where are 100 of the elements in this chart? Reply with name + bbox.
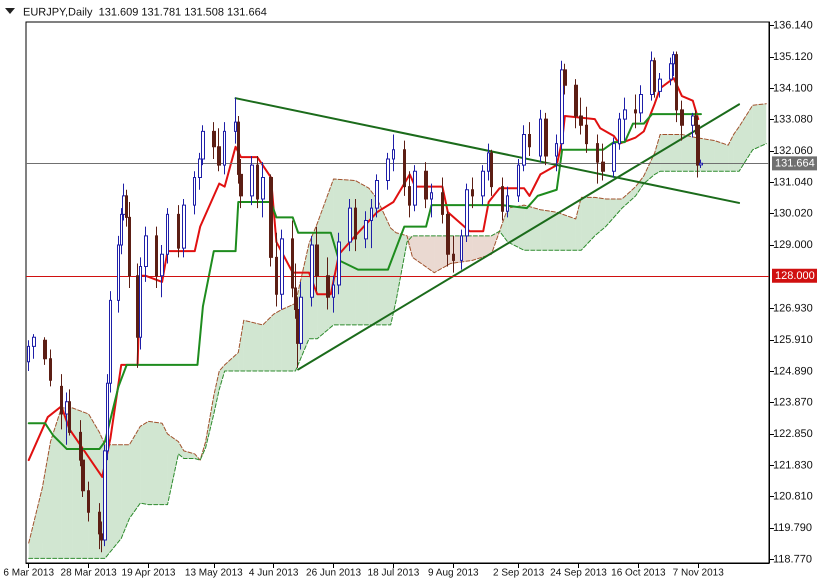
candlestick [441,176,444,224]
candlestick [460,229,463,270]
candlestick [634,94,637,129]
candlestick [65,392,69,446]
x-tick-label: 19 Apr 2013 [122,568,176,578]
candlestick [699,159,703,168]
candlestick [261,162,265,218]
candlestick [658,72,662,98]
candlestick [490,149,493,196]
candlestick [269,174,273,268]
candlestick [49,348,52,387]
candlestick [392,134,395,172]
line-series [28,113,702,450]
candlestick [555,134,558,172]
candlestick [256,155,259,209]
y-tick-label: 124.890 [773,365,813,378]
candlestick [675,50,678,123]
candlestick [234,97,237,144]
x-tick-label: 28 Mar 2013 [60,568,118,578]
candlestick [136,262,139,368]
x-tick-label: 24 Sep 2013 [550,568,608,578]
candlestick [139,256,142,350]
y-tick-label: 126.930 [773,302,813,315]
y-tick-label: 135.120 [773,51,813,64]
candlestick [315,226,319,292]
candlestick [539,109,542,163]
candlestick [98,502,101,550]
candlestick [691,112,695,138]
candlestick [326,256,330,310]
candlestick [370,198,373,249]
candlestick [364,210,368,249]
candlestick [680,100,684,142]
y-tick-label: 131.040 [773,176,813,188]
candlestick [424,162,428,209]
candlestick [182,198,186,258]
candlestick [501,176,504,221]
candlestick [471,176,474,209]
candlestick [354,198,357,252]
candlestick [337,232,341,295]
candlestick [522,124,526,172]
candlestick [275,232,278,307]
candlestick [544,112,548,166]
candlestick [517,158,520,203]
candlestick [332,275,335,314]
candlestick [596,134,599,184]
candlestick [487,143,490,182]
candlestick [403,140,406,196]
line-series [28,77,700,478]
candlestick [585,106,588,154]
x-tick-label: 16 Oct 2013 [611,568,666,578]
candlestick [32,334,36,360]
candlestick [601,143,605,182]
candlestick [618,112,621,150]
candlestick [144,226,148,282]
candlestick [446,210,450,268]
candlestick [166,208,169,264]
y-tick-label: 123.870 [773,396,813,409]
candlestick [481,164,485,206]
x-tick-label: 2 Sep 2013 [493,568,545,578]
x-tick-label: 7 Nov 2013 [672,568,724,578]
y-tick-label: 130.020 [773,208,813,220]
candlestick [68,388,71,436]
candlestick [452,235,455,274]
candlestick [623,97,627,142]
y-tick-label: 121.830 [773,459,813,472]
y-tick-label: 119.790 [773,522,812,534]
y-tick-label: 122.850 [773,428,813,440]
candlestick [386,152,390,190]
x-tick-label: 13 May 2013 [184,568,244,578]
candlestick [223,122,226,175]
candlestick [612,137,616,178]
candlestick [310,235,314,307]
candlestick [375,174,379,218]
candlestick [60,374,63,430]
candlestick [280,229,284,310]
candlestick [653,57,656,98]
y-tick-label: 133.080 [773,114,813,126]
chart-title: EURJPY,Daily 131.609 131.781 131.508 131.664 [23,6,267,18]
candlestick [27,340,30,372]
candlestick [506,186,509,218]
candlestick [639,84,643,123]
x-tick-label: 9 Aug 2013 [428,568,480,578]
candlestick [348,198,352,252]
y-tick-label: 132.060 [773,145,813,158]
candlestick [560,60,564,150]
y-tick-label: 120.810 [773,490,813,503]
candlestick [430,183,433,218]
y-tick-label: 136.140 [773,20,813,32]
candlestick [413,164,417,212]
candlestick [299,281,303,350]
ref-line-label: 131.664 [775,157,815,170]
ref-line-label: 128.000 [775,270,815,282]
candlestick [43,336,47,366]
candlestick [87,481,90,522]
candlestick [528,122,531,156]
x-tick-label: 26 Jun 2013 [306,568,362,578]
candlestick [177,204,180,258]
y-tick-label: 125.910 [773,334,813,346]
x-tick-label: 18 Jul 2013 [368,568,420,578]
y-tick-label: 118.770 [773,553,812,566]
